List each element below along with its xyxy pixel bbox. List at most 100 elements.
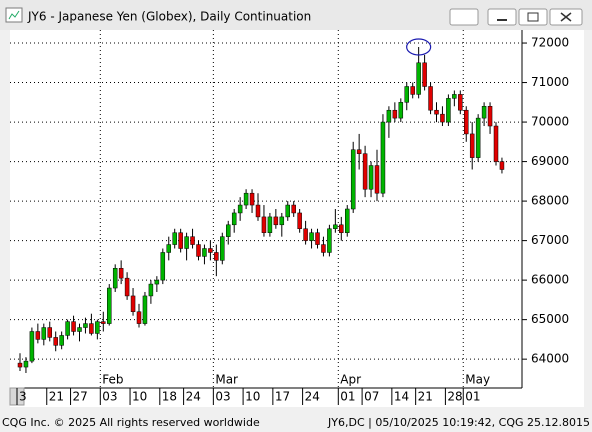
candle-body [190,236,195,245]
candle-body [226,224,231,237]
candle-body [83,323,88,328]
candle-body [101,321,106,324]
candle-body [59,335,64,346]
candle-body [356,149,362,154]
y-tick-label: 70000 [531,115,569,129]
candle-body [279,216,285,226]
candle-body [107,287,112,324]
x-tick-label: 10 [245,390,260,404]
candle-body [386,109,392,123]
candle-body [154,279,160,285]
candle-body [440,113,445,123]
candle-body [237,204,243,214]
maximize-glyph [527,12,539,22]
candle-body [273,216,279,226]
candle-body [178,232,183,249]
y-tick-label: 67000 [531,233,569,247]
y-tick-label: 68000 [531,194,569,208]
candle-body [130,295,136,312]
month-label: Feb [102,373,123,387]
candle-body [77,327,82,332]
candle-body [166,244,171,253]
candle-body [53,337,58,346]
candle-body [124,277,130,297]
footer-right: JY6,DC | 05/10/2025 10:19:42, CQG 25.12.… [327,416,590,429]
candle-body [398,102,404,119]
candle-body [345,208,350,233]
x-tick-label: 17 [275,390,290,404]
app-icon-glyph [8,10,20,20]
x-tick-label: 27 [73,390,88,404]
candle-body [452,94,457,99]
candle-body [464,109,469,135]
candle-body [184,236,189,249]
candle-body [499,161,505,170]
candle-body [208,248,213,253]
candle-body [172,232,177,245]
candle-body [17,362,23,368]
month-label: Apr [340,373,361,387]
candle-body [481,106,487,119]
link-button[interactable] [449,8,479,26]
candle-body [446,98,451,123]
x-tick-label: 10 [132,390,147,404]
candle-body [339,224,344,233]
candle-body [392,109,398,119]
y-tick-label: 64000 [531,352,569,366]
minimize-button[interactable] [487,8,517,26]
candle-body [71,321,76,332]
candle-body [89,323,94,334]
window-title: JY6 - Japanese Yen (Globex), Daily Conti… [27,10,311,24]
candle-body [29,331,35,362]
annotation-ellipse [406,38,432,56]
candle-body [291,204,296,214]
candle-body [434,109,439,115]
candle-body [23,360,29,368]
candle-body [261,216,267,233]
candle-body [202,248,207,257]
y-tick-label: 72000 [531,36,569,50]
candle-body [404,86,409,103]
candle-body [333,224,338,230]
x-tick-label: 01 [340,390,355,404]
x-tick-label: 24 [305,390,320,404]
candle-body [422,62,427,87]
candle-body [380,121,386,194]
month-label: Mar [215,373,238,387]
candle-body [475,117,481,158]
candle-body [458,94,463,111]
candle-body [469,133,475,158]
x-tick-label: 3 [19,390,27,404]
x-tick-label: 28 [447,390,462,404]
close-glyph [560,12,572,22]
candle-body [309,232,314,241]
x-tick-label: 18 [162,390,177,404]
window-buttons[interactable] [449,8,583,26]
candle-body [368,165,374,190]
candle-body [47,327,52,338]
maximize-button[interactable] [518,8,548,26]
candle-body [327,228,332,253]
candle-body [231,212,237,226]
candle-body [41,327,47,340]
candle-body [142,295,148,324]
x-tick-label: 14 [394,390,409,404]
candle-body [255,204,261,218]
app-icon [5,7,23,23]
candle-body [112,268,118,289]
x-tick-label: 21 [418,390,433,404]
footer-left: CQG Inc. © 2025 All rights reserved worl… [2,416,260,429]
candle-body [315,232,320,245]
candle-body [220,236,225,261]
candle-body [243,192,249,206]
plot: 64000 65000 66000 67000 68000 69000 70000 71000… [10,30,569,405]
candle-body [297,212,302,230]
candle-body [118,268,124,279]
month-label: May [465,373,490,387]
candle-body [285,204,290,218]
candle-body [148,283,154,297]
candle-body [487,106,493,127]
candle-body [362,153,368,190]
candle-body [350,149,356,210]
